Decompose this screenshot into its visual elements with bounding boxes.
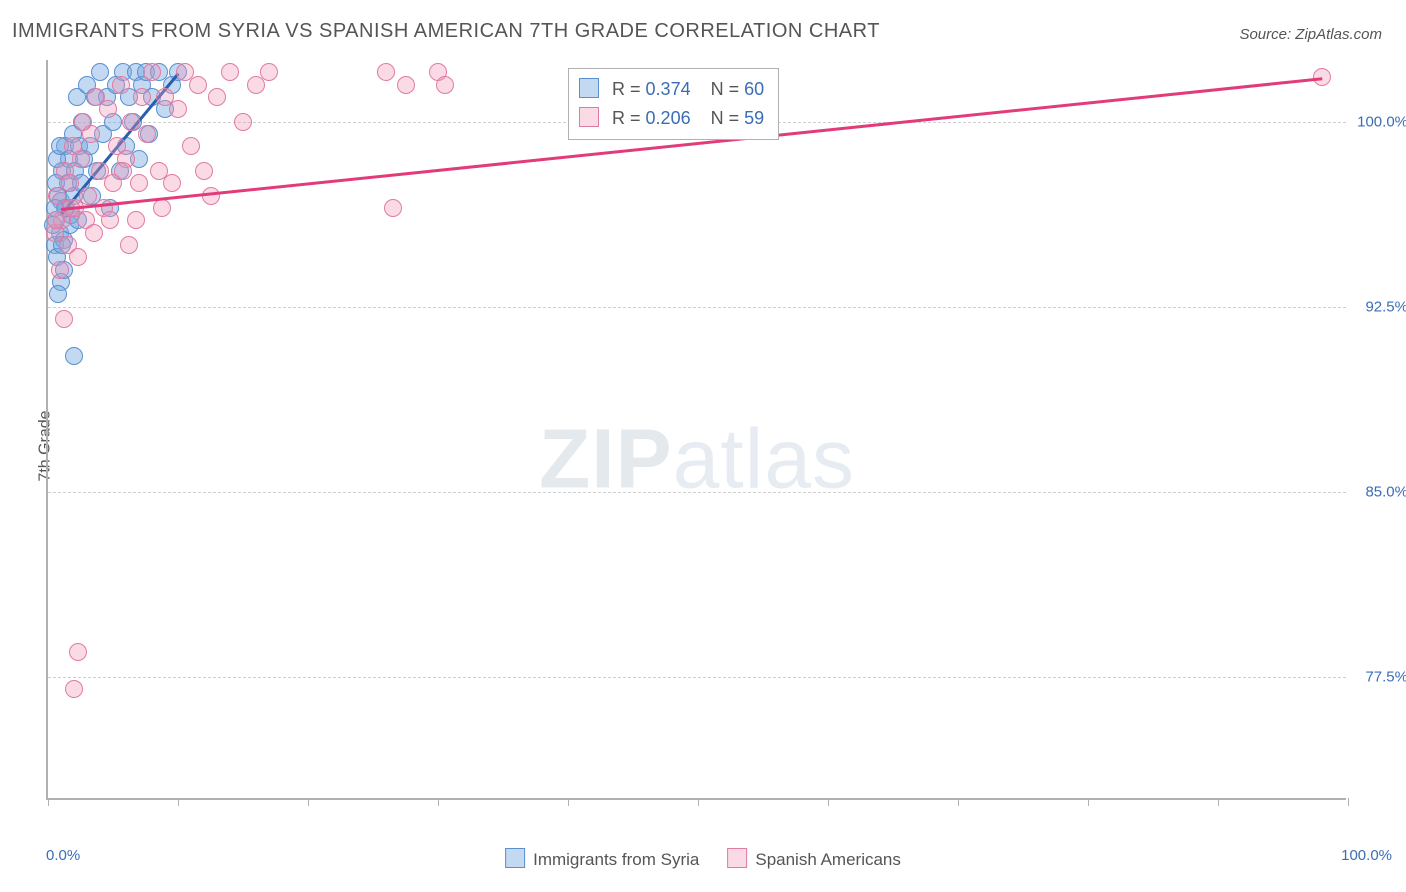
n-value-blue: 60 (744, 79, 764, 99)
xtick (178, 798, 179, 806)
scatter-point-blue (49, 285, 67, 303)
scatter-point-pink (72, 150, 90, 168)
scatter-point-pink (260, 63, 278, 81)
scatter-point-pink (397, 76, 415, 94)
bottom-legend-label-pink: Spanish Americans (755, 850, 901, 869)
scatter-point-pink (69, 248, 87, 266)
scatter-point-pink (122, 113, 140, 131)
scatter-point-pink (69, 643, 87, 661)
scatter-point-pink (221, 63, 239, 81)
scatter-point-pink (120, 236, 138, 254)
scatter-point-pink (130, 174, 148, 192)
scatter-point-pink (79, 187, 97, 205)
n-label: N = (711, 79, 740, 99)
xtick (48, 798, 49, 806)
n-value-pink: 59 (744, 108, 764, 128)
bottom-legend-label-blue: Immigrants from Syria (533, 850, 699, 869)
scatter-point-pink (163, 174, 181, 192)
xtick (958, 798, 959, 806)
scatter-point-blue (91, 63, 109, 81)
xtick (1348, 798, 1349, 806)
scatter-point-pink (169, 100, 187, 118)
xtick (698, 798, 699, 806)
scatter-point-pink (55, 310, 73, 328)
stats-legend: R = 0.374 N = 60 R = 0.206 N = 59 (568, 68, 779, 140)
scatter-point-pink (47, 211, 65, 229)
ytick-label: 85.0% (1352, 483, 1406, 500)
scatter-point-pink (101, 211, 119, 229)
r-value-blue: 0.374 (646, 79, 691, 99)
bottom-legend-item-blue: Immigrants from Syria (505, 848, 699, 870)
xtick (308, 798, 309, 806)
bottom-legend-item-pink: Spanish Americans (727, 848, 901, 870)
scatter-point-pink (384, 199, 402, 217)
scatter-point-pink (182, 137, 200, 155)
chart-title: IMMIGRANTS FROM SYRIA VS SPANISH AMERICA… (12, 20, 880, 43)
r-value-pink: 0.206 (646, 108, 691, 128)
scatter-point-pink (114, 162, 132, 180)
scatter-point-pink (189, 76, 207, 94)
legend-swatch-pink (579, 107, 599, 127)
xtick (1088, 798, 1089, 806)
scatter-point-pink (234, 113, 252, 131)
xtick (1218, 798, 1219, 806)
scatter-point-pink (377, 63, 395, 81)
scatter-point-pink (82, 125, 100, 143)
bottom-legend: Immigrants from Syria Spanish Americans (505, 848, 901, 870)
scatter-point-pink (99, 100, 117, 118)
ytick-label: 100.0% (1352, 113, 1406, 130)
r-label: R = (612, 108, 641, 128)
stats-legend-row-blue: R = 0.374 N = 60 (579, 75, 764, 104)
scatter-point-pink (65, 680, 83, 698)
scatter-point-pink (153, 199, 171, 217)
legend-swatch-blue (505, 848, 525, 868)
scatter-point-pink (85, 224, 103, 242)
scatter-plot-area: ZIPatlas R = 0.374 N = 60 R = 0.206 N = … (46, 60, 1346, 800)
scatter-point-pink (133, 88, 151, 106)
x-right-label: 100.0% (1341, 847, 1392, 864)
scatter-point-pink (195, 162, 213, 180)
legend-swatch-blue (579, 78, 599, 98)
scatter-point-pink (138, 125, 156, 143)
ytick-label: 92.5% (1352, 298, 1406, 315)
ytick-label: 77.5% (1352, 668, 1406, 685)
scatter-point-pink (61, 174, 79, 192)
scatter-point-pink (143, 63, 161, 81)
scatter-point-pink (112, 76, 130, 94)
n-label: N = (711, 108, 740, 128)
gridline-h (48, 307, 1346, 308)
scatter-point-pink (127, 211, 145, 229)
xtick (828, 798, 829, 806)
stats-legend-row-pink: R = 0.206 N = 59 (579, 104, 764, 133)
scatter-point-blue (65, 347, 83, 365)
legend-swatch-pink (727, 848, 747, 868)
scatter-point-pink (436, 76, 454, 94)
scatter-point-pink (51, 261, 69, 279)
source-label: Source: ZipAtlas.com (1239, 26, 1382, 43)
xtick (438, 798, 439, 806)
scatter-point-pink (208, 88, 226, 106)
r-label: R = (612, 79, 641, 99)
gridline-h (48, 492, 1346, 493)
gridline-h (48, 677, 1346, 678)
xtick (568, 798, 569, 806)
x-left-label: 0.0% (46, 847, 80, 864)
